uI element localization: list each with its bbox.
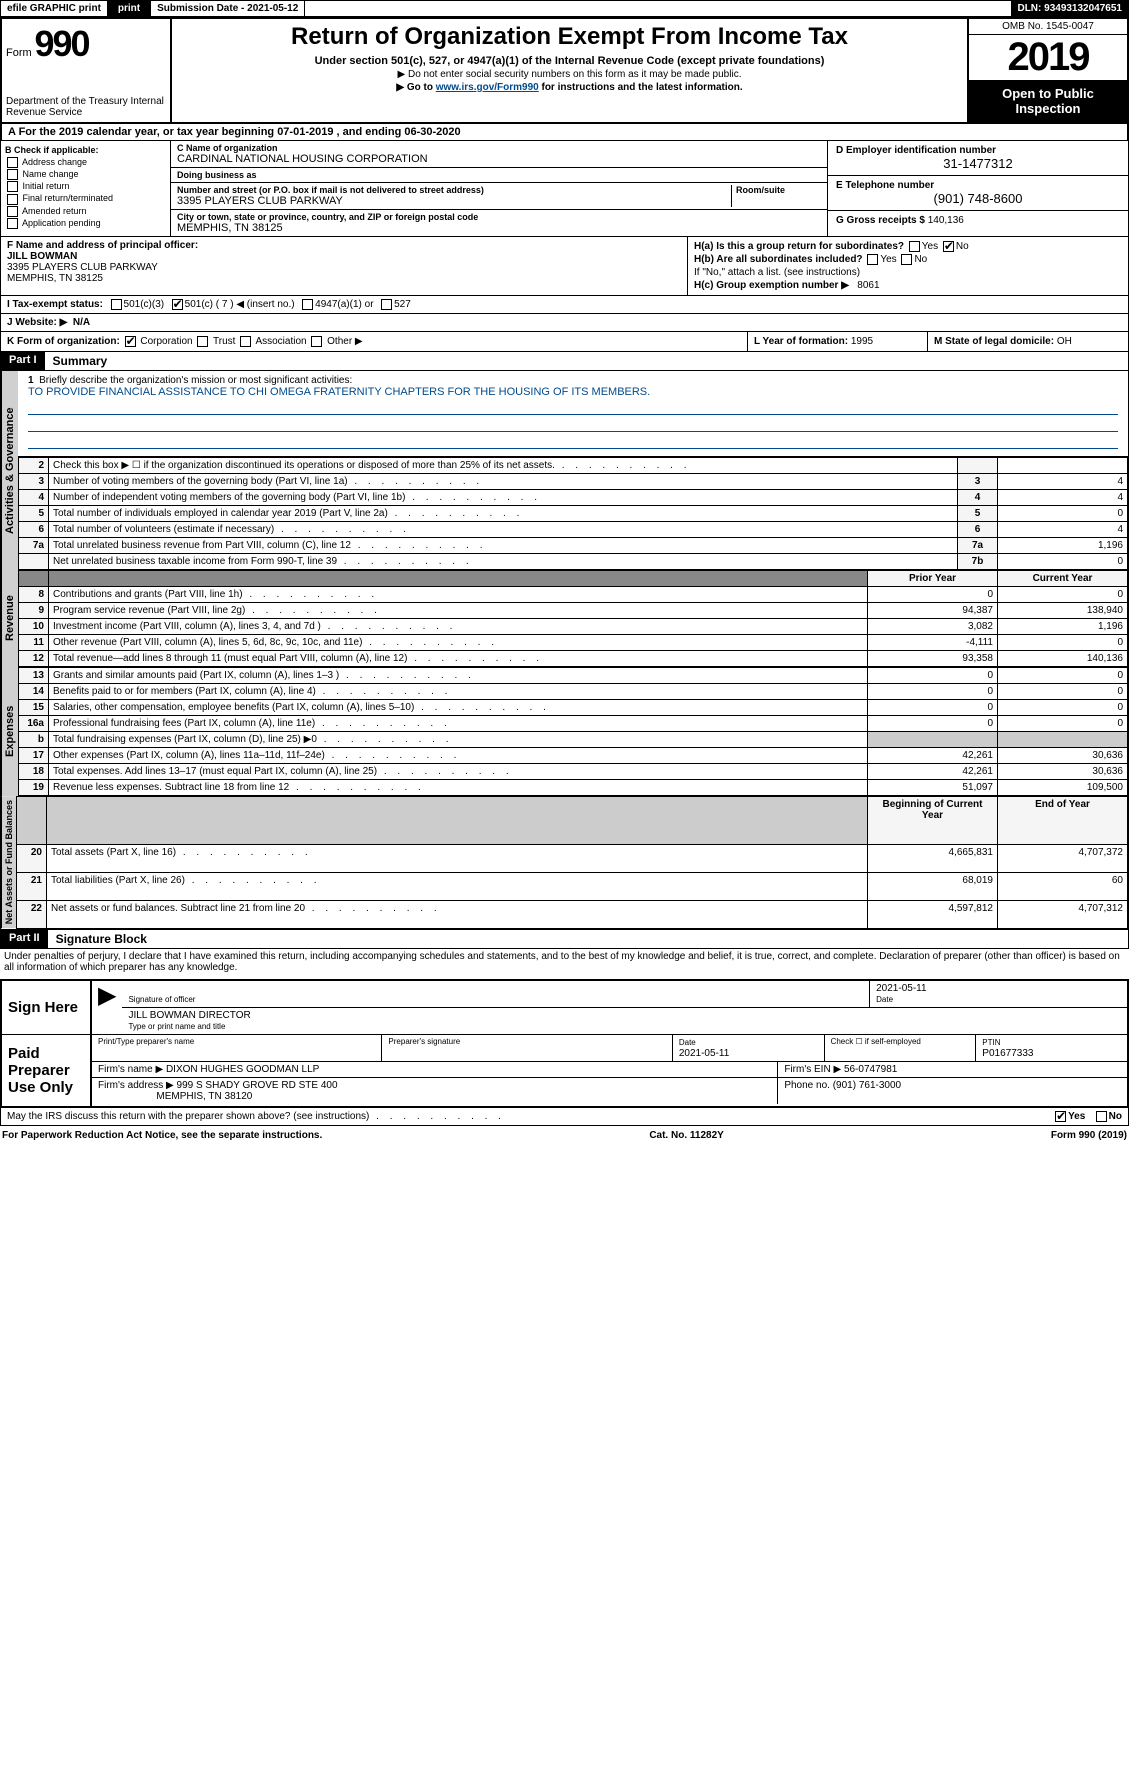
sig-name: JILL BOWMAN DIRECTOR (128, 1010, 250, 1021)
state-domicile: OH (1057, 336, 1072, 347)
hb-yes-checkbox[interactable] (867, 254, 878, 265)
discuss-yes-checkbox[interactable] (1055, 1111, 1066, 1122)
chk-name-change[interactable]: Name change (5, 169, 166, 180)
box-c: C Name of organization CARDINAL NATIONAL… (171, 141, 828, 236)
chk-4947[interactable] (302, 299, 313, 310)
chk-address-change[interactable]: Address change (5, 157, 166, 168)
firm-addr1: 999 S SHADY GROVE RD STE 400 (177, 1080, 338, 1091)
form-title: Return of Organization Exempt From Incom… (182, 23, 957, 51)
signature-block: Sign Here ▶ Signature of officer 2021-05… (0, 979, 1129, 1108)
vtab-revenue: Revenue (1, 570, 18, 667)
ein-value: 31-1477312 (836, 156, 1120, 171)
chk-527[interactable] (381, 299, 392, 310)
arrow-icon: ▶ (92, 981, 122, 1034)
ha-no-checkbox[interactable] (943, 241, 954, 252)
revenue-table: Prior YearCurrent Year8Contributions and… (18, 570, 1128, 667)
sign-here-label: Sign Here (2, 981, 92, 1034)
chk-amended[interactable]: Amended return (5, 206, 166, 217)
part-1-header: Part I Summary (0, 352, 1129, 371)
efile-label[interactable]: efile GRAPHIC print (1, 1, 108, 16)
firm-ein: 56-0747981 (844, 1064, 897, 1075)
officer-addr2: MEMPHIS, TN 38125 (7, 273, 103, 284)
firm-phone: (901) 761-3000 (833, 1080, 901, 1091)
footer: For Paperwork Reduction Act Notice, see … (0, 1126, 1129, 1145)
box-klm: K Form of organization: Corporation Trus… (0, 332, 1129, 352)
chk-trust[interactable] (197, 336, 208, 347)
org-address: 3395 PLAYERS CLUB PARKWAY (177, 195, 731, 207)
box-j: J Website: ▶ N/A (0, 314, 1129, 332)
submission-date: Submission Date - 2021-05-12 (151, 1, 305, 16)
chk-501c3[interactable] (111, 299, 122, 310)
section-a: A For the 2019 calendar year, or tax yea… (0, 124, 1129, 141)
chk-assoc[interactable] (240, 336, 251, 347)
box-i: I Tax-exempt status: 501(c)(3) 501(c) ( … (0, 296, 1129, 314)
expenses-table: 13Grants and similar amounts paid (Part … (18, 667, 1128, 796)
mission-block: 1 Briefly describe the organization's mi… (18, 371, 1128, 457)
firm-name: DIXON HUGHES GOODMAN LLP (166, 1064, 319, 1075)
discuss-no-checkbox[interactable] (1096, 1111, 1107, 1122)
form-prefix: Form (6, 47, 32, 59)
form-number: 990 (34, 23, 88, 64)
officer-addr1: 3395 PLAYERS CLUB PARKWAY (7, 262, 158, 273)
chk-501c[interactable] (172, 299, 183, 310)
vtab-netassets: Net Assets or Fund Balances (1, 796, 16, 928)
phone-value: (901) 748-8600 (836, 191, 1120, 206)
paid-preparer-label: Paid Preparer Use Only (2, 1035, 92, 1106)
ha-yes-checkbox[interactable] (909, 241, 920, 252)
chk-application-pending[interactable]: Application pending (5, 218, 166, 229)
box-b: B Check if applicable: Address change Na… (1, 141, 171, 236)
form-note-2: ▶ Go to www.irs.gov/Form990 for instruct… (182, 82, 957, 93)
open-public-badge: Open to Public Inspection (969, 80, 1127, 122)
firm-addr2: MEMPHIS, TN 38120 (156, 1091, 252, 1102)
part-2-header: Part II Signature Block (0, 930, 1129, 949)
perjury-text: Under penalties of perjury, I declare th… (0, 949, 1129, 975)
chk-final-return[interactable]: Final return/terminated (5, 193, 166, 204)
form-subtitle: Under section 501(c), 527, or 4947(a)(1)… (182, 55, 957, 67)
dept-label: Department of the Treasury Internal Reve… (6, 96, 166, 118)
sig-date: 2021-05-11 (876, 983, 926, 994)
tax-year: 2019 (969, 35, 1127, 80)
org-city: MEMPHIS, TN 38125 (177, 222, 821, 234)
print-button[interactable]: print (108, 1, 151, 16)
omb-number: OMB No. 1545-0047 (969, 19, 1127, 35)
website-value: N/A (73, 317, 90, 328)
year-formation: 1995 (851, 336, 873, 347)
form-note-1: ▶ Do not enter social security numbers o… (182, 69, 957, 80)
ptin: P01677333 (982, 1048, 1033, 1059)
prep-date: 2021-05-11 (679, 1048, 729, 1059)
mission-text: TO PROVIDE FINANCIAL ASSISTANCE TO CHI O… (28, 386, 650, 398)
chk-other[interactable] (311, 336, 322, 347)
group-exemption: 8061 (857, 280, 879, 291)
officer-name: JILL BOWMAN (7, 251, 77, 262)
form-header: Form 990 Department of the Treasury Inte… (0, 17, 1129, 124)
gross-receipts: 140,136 (928, 215, 964, 226)
netassets-table: Beginning of Current YearEnd of Year20To… (16, 796, 1128, 928)
block-fh: F Name and address of principal officer:… (0, 237, 1129, 296)
box-de: D Employer identification number 31-1477… (828, 141, 1128, 236)
chk-initial-return[interactable]: Initial return (5, 181, 166, 192)
org-name: CARDINAL NATIONAL HOUSING CORPORATION (177, 153, 821, 165)
hb-no-checkbox[interactable] (901, 254, 912, 265)
discuss-row: May the IRS discuss this return with the… (0, 1108, 1129, 1126)
governance-table: 2Check this box ▶ ☐ if the organization … (18, 457, 1128, 570)
instructions-link[interactable]: www.irs.gov/Form990 (436, 82, 539, 93)
chk-corp[interactable] (125, 336, 136, 347)
dln-label: DLN: 93493132047651 (1011, 1, 1128, 16)
vtab-governance: Activities & Governance (1, 371, 18, 570)
vtab-expenses: Expenses (1, 667, 18, 796)
top-bar: efile GRAPHIC print print Submission Dat… (0, 0, 1129, 17)
block-bcde: B Check if applicable: Address change Na… (0, 141, 1129, 237)
